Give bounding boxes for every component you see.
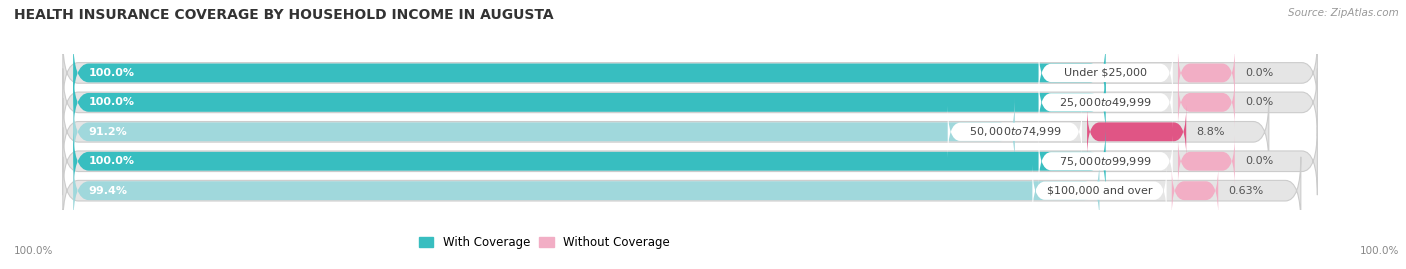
FancyBboxPatch shape: [63, 157, 1301, 225]
Text: $50,000 to $74,999: $50,000 to $74,999: [969, 125, 1062, 138]
FancyBboxPatch shape: [1039, 135, 1173, 187]
Text: 0.0%: 0.0%: [1246, 68, 1274, 78]
Text: 100.0%: 100.0%: [1360, 246, 1399, 256]
Text: 0.0%: 0.0%: [1246, 97, 1274, 107]
Text: 91.2%: 91.2%: [89, 127, 128, 137]
FancyBboxPatch shape: [63, 128, 1317, 195]
Text: HEALTH INSURANCE COVERAGE BY HOUSEHOLD INCOME IN AUGUSTA: HEALTH INSURANCE COVERAGE BY HOUSEHOLD I…: [14, 8, 554, 22]
Text: $75,000 to $99,999: $75,000 to $99,999: [1060, 155, 1152, 168]
Text: 8.8%: 8.8%: [1197, 127, 1225, 137]
FancyBboxPatch shape: [1039, 47, 1173, 99]
FancyBboxPatch shape: [63, 39, 1317, 107]
FancyBboxPatch shape: [1039, 76, 1173, 129]
Text: 100.0%: 100.0%: [89, 156, 135, 166]
FancyBboxPatch shape: [1178, 135, 1234, 187]
FancyBboxPatch shape: [1087, 106, 1187, 158]
FancyBboxPatch shape: [1171, 165, 1218, 217]
FancyBboxPatch shape: [73, 68, 1105, 137]
Text: $25,000 to $49,999: $25,000 to $49,999: [1060, 96, 1152, 109]
Text: 0.0%: 0.0%: [1246, 156, 1274, 166]
Text: 99.4%: 99.4%: [89, 186, 128, 196]
Text: 0.63%: 0.63%: [1229, 186, 1264, 196]
FancyBboxPatch shape: [73, 156, 1099, 225]
FancyBboxPatch shape: [1178, 76, 1234, 128]
Text: 100.0%: 100.0%: [89, 68, 135, 78]
FancyBboxPatch shape: [73, 97, 1015, 167]
Text: $100,000 and over: $100,000 and over: [1046, 186, 1153, 196]
FancyBboxPatch shape: [63, 69, 1317, 136]
FancyBboxPatch shape: [1178, 47, 1234, 99]
FancyBboxPatch shape: [73, 38, 1105, 108]
Text: 100.0%: 100.0%: [89, 97, 135, 107]
FancyBboxPatch shape: [1032, 164, 1167, 217]
FancyBboxPatch shape: [948, 106, 1083, 158]
Text: 100.0%: 100.0%: [14, 246, 53, 256]
Text: Under $25,000: Under $25,000: [1064, 68, 1147, 78]
FancyBboxPatch shape: [73, 126, 1105, 196]
Legend: With Coverage, Without Coverage: With Coverage, Without Coverage: [415, 231, 675, 254]
FancyBboxPatch shape: [63, 98, 1268, 166]
Text: Source: ZipAtlas.com: Source: ZipAtlas.com: [1288, 8, 1399, 18]
